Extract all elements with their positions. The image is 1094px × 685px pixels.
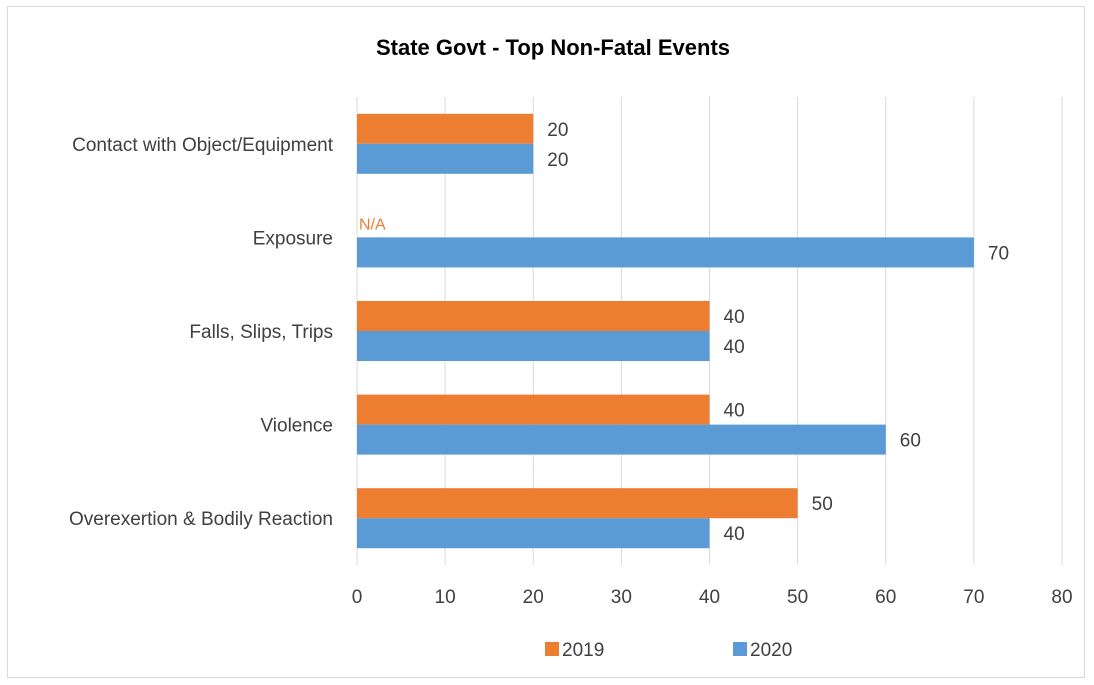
data-label: 20 — [547, 120, 568, 141]
x-tick-label: 70 — [963, 587, 984, 608]
legend-swatch — [733, 642, 747, 656]
data-label: 40 — [724, 307, 745, 328]
bar-2019 — [357, 394, 710, 425]
x-tick-label: 20 — [523, 587, 544, 608]
na-label: N/A — [359, 216, 386, 233]
data-label: 70 — [988, 243, 1009, 264]
legend: 2019 2020 — [545, 640, 792, 661]
legend-swatch — [545, 642, 559, 656]
data-label: 40 — [724, 524, 745, 545]
data-label: 40 — [724, 401, 745, 422]
bar-2020 — [357, 237, 974, 268]
chart-title: State Govt - Top Non-Fatal Events — [376, 35, 730, 60]
data-labels: 20 20 N/A 70 40 40 40 60 50 40 — [359, 120, 1009, 545]
category-label: Contact with Object/Equipment — [72, 135, 334, 156]
data-label: 60 — [900, 431, 921, 452]
bar-2020 — [357, 143, 534, 174]
bars — [357, 113, 974, 549]
x-tick-label: 30 — [611, 587, 632, 608]
bar-2019 — [357, 113, 534, 144]
data-label: 50 — [812, 494, 833, 515]
category-labels: Contact with Object/Equipment Exposure Fal… — [69, 135, 334, 530]
x-tick-label: 80 — [1051, 587, 1072, 608]
category-label: Violence — [260, 416, 333, 437]
x-tick-label: 60 — [875, 587, 896, 608]
x-tick-label: 10 — [435, 587, 456, 608]
bar-2020 — [357, 331, 710, 361]
bar-2020 — [357, 518, 710, 549]
x-axis-ticks: 0 10 20 30 40 50 60 70 80 — [352, 587, 1073, 608]
bar-2020 — [357, 424, 886, 455]
data-label: 20 — [547, 150, 568, 171]
x-tick-label: 50 — [787, 587, 808, 608]
gridlines — [356, 97, 1063, 565]
legend-label: 2019 — [562, 640, 604, 661]
x-tick-label: 0 — [352, 587, 363, 608]
category-label: Exposure — [253, 228, 333, 249]
data-label: 40 — [724, 337, 745, 358]
legend-label: 2020 — [750, 640, 792, 661]
bar-2019 — [357, 488, 798, 519]
category-label: Falls, Slips, Trips — [189, 322, 333, 343]
bar-2019 — [357, 301, 710, 331]
category-label: Overexertion & Bodily Reaction — [69, 509, 333, 530]
x-tick-label: 40 — [699, 587, 720, 608]
